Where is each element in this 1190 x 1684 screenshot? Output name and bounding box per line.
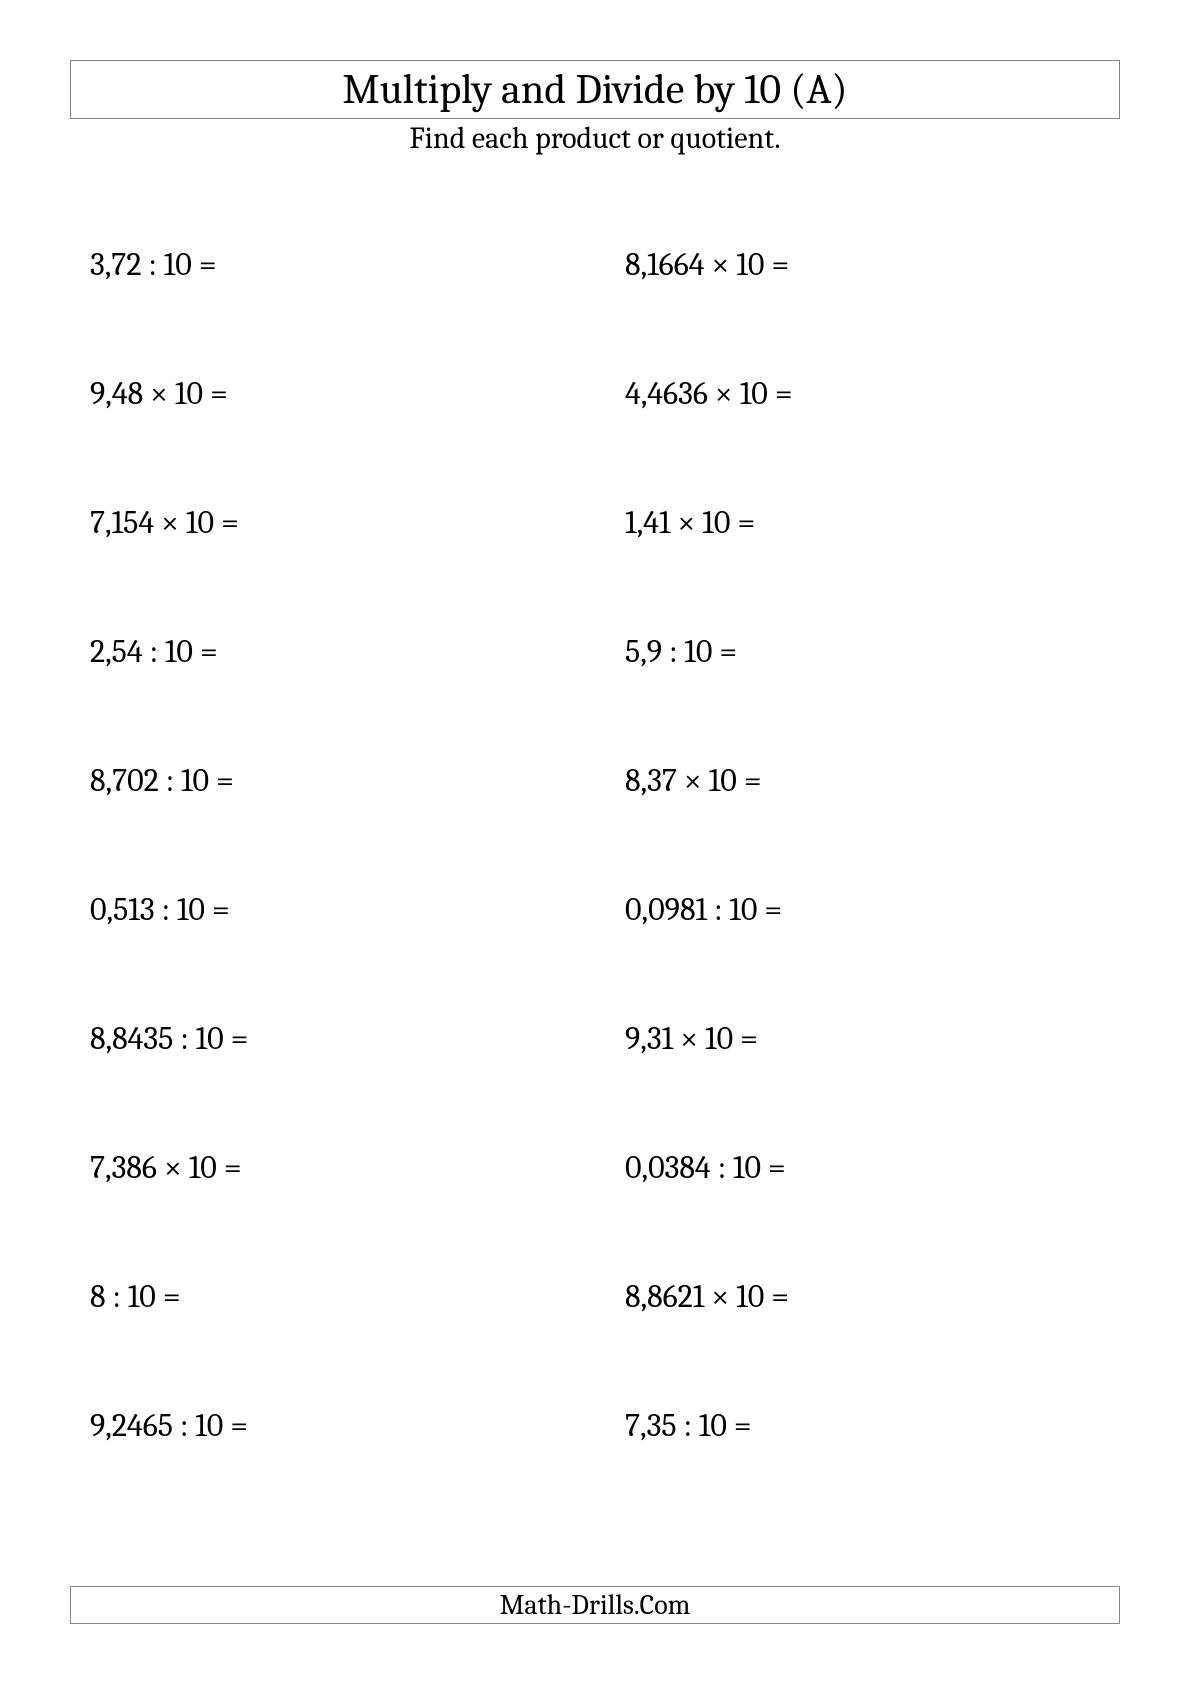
problem-right: 8,8621 × 10 = [625,1278,1120,1315]
problem-left: 0,513 : 10 = [90,891,585,928]
problem-right: 4,4636 × 10 = [625,375,1120,412]
footer-box: Math-Drills.Com [70,1586,1120,1624]
problem-right: 8,1664 × 10 = [625,246,1120,283]
problem-left: 2,54 : 10 = [90,633,585,670]
problem-right: 9,31 × 10 = [625,1020,1120,1057]
problem-right: 1,41 × 10 = [625,504,1120,541]
page-title: Multiply and Divide by 10 (A) [71,65,1119,114]
worksheet-page: Multiply and Divide by 10 (A) Find each … [0,0,1190,1684]
problem-left: 7,386 × 10 = [90,1149,585,1186]
problem-right: 0,0384 : 10 = [625,1149,1120,1186]
problem-left: 9,2465 : 10 = [90,1407,585,1444]
problem-left: 8,8435 : 10 = [90,1020,585,1057]
page-subtitle: Find each product or quotient. [70,121,1120,156]
problem-left: 7,154 × 10 = [90,504,585,541]
problem-right: 8,37 × 10 = [625,762,1120,799]
problem-left: 3,72 : 10 = [90,246,585,283]
problem-left: 8 : 10 = [90,1278,585,1315]
footer-text: Math-Drills.Com [500,1589,691,1621]
problems-grid: 3,72 : 10 = 8,1664 × 10 = 9,48 × 10 = 4,… [70,246,1120,1444]
problem-left: 9,48 × 10 = [90,375,585,412]
problem-right: 7,35 : 10 = [625,1407,1120,1444]
title-box: Multiply and Divide by 10 (A) [70,60,1120,119]
problem-right: 0,0981 : 10 = [625,891,1120,928]
problem-right: 5,9 : 10 = [625,633,1120,670]
problem-left: 8,702 : 10 = [90,762,585,799]
